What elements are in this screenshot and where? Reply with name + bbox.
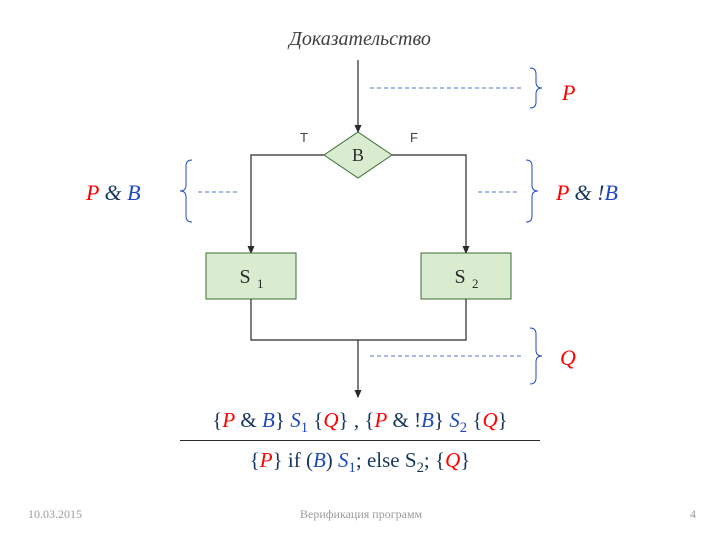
svg-text:T: T: [300, 130, 308, 145]
rule-premise: {P & B} S1 {Q} , {P & !B} S2 {Q}: [0, 408, 720, 437]
svg-text:B: B: [352, 145, 364, 165]
footer-center: Верификация программ: [300, 507, 422, 522]
svg-text:2: 2: [472, 276, 479, 291]
svg-text:S: S: [454, 266, 465, 288]
svg-text:S: S: [239, 266, 250, 288]
assert-p: P: [562, 80, 575, 106]
footer-date: 10.03.2015: [28, 507, 82, 522]
footer-page: 4: [690, 507, 696, 522]
assert-p-and-not-b: P & !B: [556, 180, 618, 206]
svg-text:1: 1: [257, 276, 264, 291]
assert-p-and-b: P & B: [86, 180, 141, 206]
svg-text:F: F: [410, 130, 418, 145]
assert-q: Q: [560, 345, 576, 371]
rule-separator: [180, 440, 540, 441]
rule-conclusion: {P} if (B) S1; else S2; {Q}: [0, 448, 720, 477]
